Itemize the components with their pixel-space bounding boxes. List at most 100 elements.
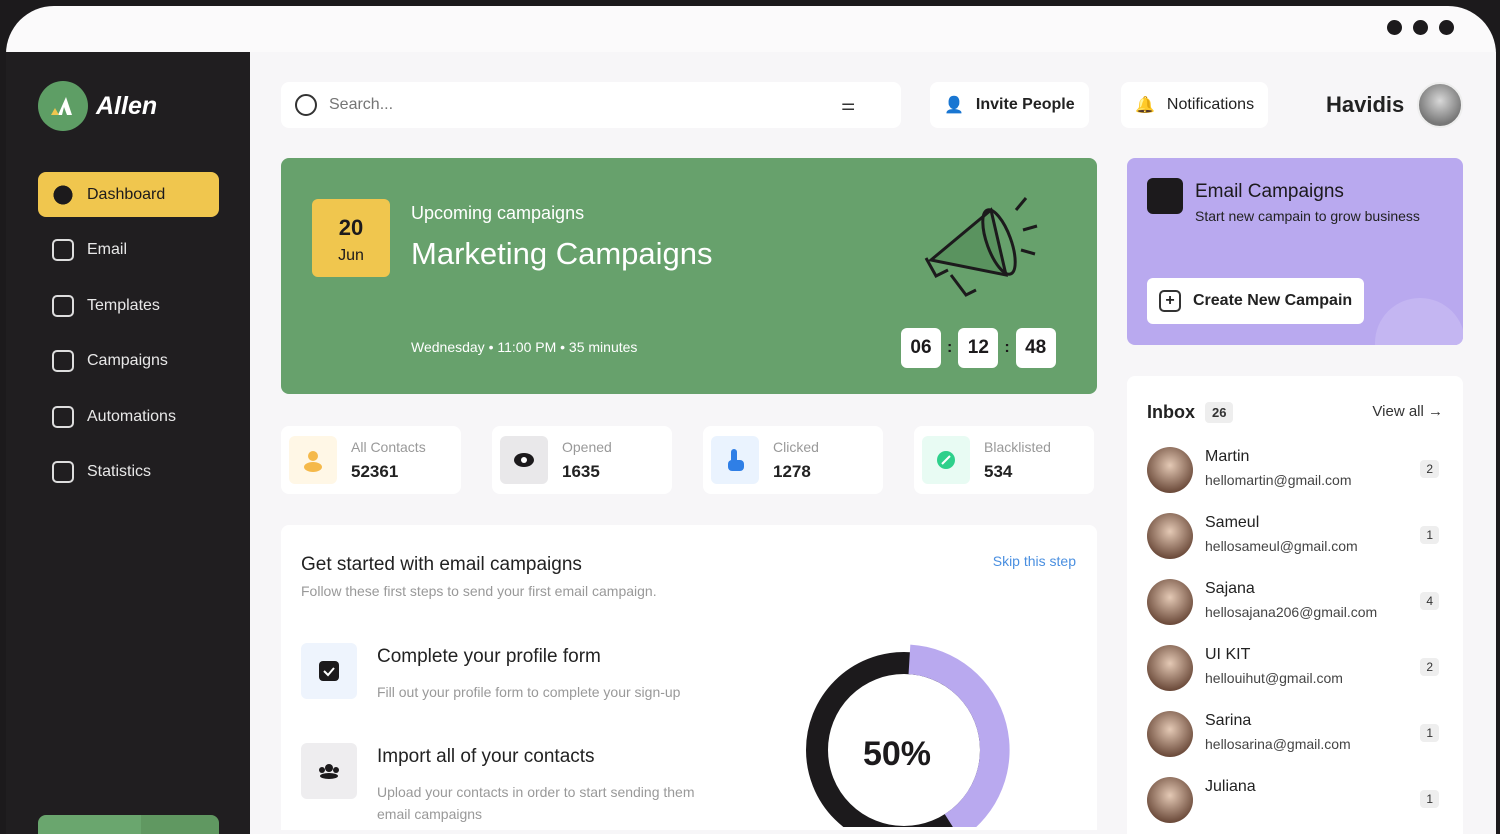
- inbox-message[interactable]: Sameul hellosameul@gmail.com 1: [1147, 510, 1443, 560]
- inbox-message[interactable]: Sarina hellosarina@gmail.com 1: [1147, 708, 1443, 758]
- sidebar-bottom-button[interactable]: [38, 815, 219, 834]
- unread-count-badge: 4: [1420, 592, 1439, 610]
- inbox-message[interactable]: Juliana 1: [1147, 774, 1443, 824]
- decorative-blob: [1375, 298, 1463, 345]
- hero-title: Marketing Campaigns: [411, 236, 713, 271]
- window-menu-dots[interactable]: [1387, 20, 1454, 35]
- app-window: Allen Dashboard Email Templates Campaign…: [6, 6, 1496, 834]
- step-desc: Fill out your profile form to complete y…: [377, 684, 681, 700]
- date-month: Jun: [338, 247, 364, 264]
- checkbox-checked-icon[interactable]: [301, 643, 357, 699]
- view-all-link[interactable]: View all →: [1372, 403, 1443, 420]
- donut-progress-arc: [908, 644, 1010, 827]
- search-input[interactable]: [329, 96, 829, 114]
- sidebar-item-campaigns[interactable]: Campaigns: [38, 339, 219, 384]
- logo-text: Allen: [96, 91, 158, 120]
- megaphone-icon: [52, 350, 74, 373]
- invite-people-button[interactable]: 👤 Invite People: [930, 82, 1089, 128]
- get-started-card: Get started with email campaigns Follow …: [281, 525, 1097, 830]
- avatar: [1147, 777, 1193, 823]
- search-icon: [295, 94, 317, 116]
- mail-icon: [52, 239, 74, 262]
- step-title: Import all of your contacts: [377, 746, 595, 767]
- sidebar-item-statistics[interactable]: Statistics: [38, 450, 219, 495]
- eye-icon: [500, 436, 548, 484]
- timer-seconds: 48: [1015, 328, 1056, 368]
- inbox-message[interactable]: Martin hellomartin@gmail.com 2: [1147, 444, 1443, 494]
- create-campaign-label: Create New Campain: [1193, 292, 1353, 309]
- stat-label: Blacklisted: [984, 439, 1051, 455]
- sidebar-item-label: Campaigns: [87, 352, 168, 370]
- inbox-message[interactable]: Sajana hellosajana206@gmail.com 4: [1147, 576, 1443, 626]
- sidebar-item-automations[interactable]: Automations: [38, 394, 219, 439]
- sidebar-item-label: Automations: [87, 407, 176, 425]
- stat-value: 1278: [773, 462, 811, 481]
- stat-value: 534: [984, 462, 1013, 481]
- sender-email: hellosameul@gmail.com: [1205, 538, 1358, 554]
- avatar: [1147, 579, 1193, 625]
- contacts-group-icon: [301, 743, 357, 799]
- unread-count-badge: 2: [1420, 460, 1439, 478]
- automation-icon: [52, 405, 74, 428]
- unread-count-badge: 1: [1420, 526, 1439, 544]
- date-day: 20: [338, 215, 364, 240]
- unread-count-badge: 1: [1420, 790, 1439, 808]
- create-campaign-button[interactable]: + Create New Campain: [1147, 278, 1365, 324]
- sender-email: hellouihut@gmail.com: [1205, 670, 1343, 686]
- inbox-card: Inbox 26 View all → Martin hellomartin@gma…: [1127, 376, 1463, 834]
- inbox-message[interactable]: UI KIT hellouihut@gmail.com 2: [1147, 642, 1443, 692]
- stat-all-contacts[interactable]: All Contacts 52361: [281, 426, 461, 494]
- pie-chart-icon: [52, 183, 74, 206]
- unread-count-badge: 2: [1420, 658, 1439, 676]
- email-campaigns-title: Email Campaigns: [1195, 181, 1344, 202]
- plus-icon: +: [1159, 290, 1181, 312]
- email-campaigns-subtitle: Start new campain to grow business: [1195, 208, 1420, 224]
- step-desc: Upload your contacts in order to start s…: [377, 784, 695, 822]
- contacts-icon: [289, 436, 337, 484]
- progress-label: 50%: [863, 735, 931, 773]
- sidebar-item-email[interactable]: Email: [38, 228, 219, 273]
- sidebar-item-dashboard[interactable]: Dashboard: [38, 172, 219, 217]
- blocked-icon: [922, 436, 970, 484]
- bell-icon: 🔔: [1135, 97, 1155, 114]
- avatar: [1147, 645, 1193, 691]
- main-content: ⚌ 👤Invite People 🔔Notifications Havidis …: [250, 52, 1496, 834]
- user-profile[interactable]: Havidis: [1326, 82, 1464, 128]
- skip-step-link[interactable]: Skip this step: [992, 553, 1076, 569]
- stat-opened[interactable]: Opened 1635: [492, 426, 672, 494]
- step-title: Complete your profile form: [377, 646, 601, 667]
- megaphone-icon: [1147, 178, 1183, 214]
- stat-label: Opened: [562, 439, 612, 455]
- stat-clicked[interactable]: Clicked 1278: [703, 426, 883, 494]
- sender-email: hellosarina@gmail.com: [1205, 736, 1351, 752]
- logo-icon: [38, 81, 88, 131]
- stat-blacklisted[interactable]: Blacklisted 534: [914, 426, 1094, 494]
- sender-email: hellomartin@gmail.com: [1205, 472, 1352, 488]
- get-started-title: Get started with email campaigns: [301, 554, 582, 575]
- hero-subtitle: Upcoming campaigns: [411, 203, 585, 223]
- logo[interactable]: Allen: [38, 81, 157, 131]
- sender-name: Sajana: [1205, 580, 1255, 597]
- filter-icon[interactable]: ⚌: [841, 97, 856, 114]
- template-icon: [52, 294, 74, 317]
- avatar: [1147, 711, 1193, 757]
- invite-label: Invite People: [975, 96, 1075, 113]
- countdown-timer: 06: 12: 48: [901, 328, 1056, 368]
- inbox-title: Inbox: [1147, 402, 1195, 422]
- sender-name: Juliana: [1205, 778, 1256, 795]
- arrow-right-icon: →: [1428, 403, 1443, 420]
- upcoming-campaign-card[interactable]: 20 Jun Upcoming campaigns Marketing Campa…: [281, 158, 1097, 394]
- timer-minutes: 12: [958, 328, 999, 368]
- sidebar-item-templates[interactable]: Templates: [38, 283, 219, 328]
- unread-count-badge: 1: [1420, 724, 1439, 742]
- stat-value: 52361: [351, 462, 399, 481]
- inbox-header: Inbox 26: [1147, 402, 1234, 423]
- view-all-label: View all: [1372, 403, 1424, 420]
- avatar: [1147, 513, 1193, 559]
- hero-meta: Wednesday • 11:00 PM • 35 minutes: [411, 339, 638, 355]
- campaign-date: 20 Jun: [312, 199, 390, 277]
- notifications-label: Notifications: [1166, 96, 1255, 113]
- avatar: [1417, 82, 1464, 128]
- sidebar-item-label: Templates: [87, 296, 160, 314]
- notifications-button[interactable]: 🔔 Notifications: [1121, 82, 1269, 128]
